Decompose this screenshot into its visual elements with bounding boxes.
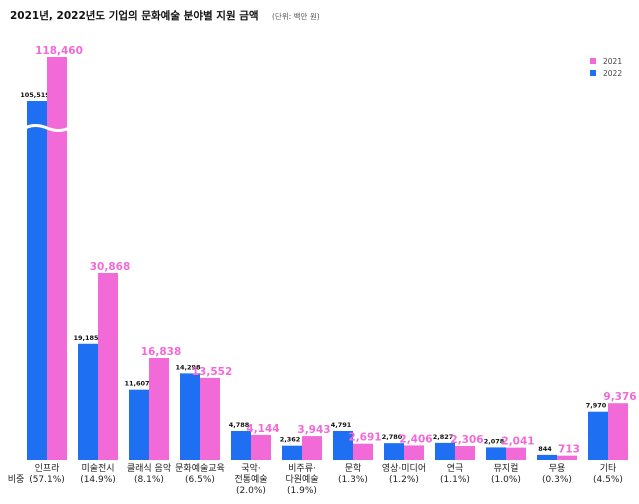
chart-title: 2021년, 2022년도 기업의 문화예술 분야별 지원 금액 <box>10 9 259 22</box>
x-tick-label: 인프라 <box>34 464 60 474</box>
share-label: (1.3%) <box>338 475 368 485</box>
bar <box>455 446 475 460</box>
x-tick-label: 영상·미디어 <box>381 464 427 474</box>
value-label: 2,691 <box>348 432 381 444</box>
share-label: (2.0%) <box>236 486 266 496</box>
value-label: 2,078 <box>484 437 505 445</box>
bar <box>282 445 302 460</box>
x-tick-label: 클래식 음악 <box>126 464 172 474</box>
value-label: 4,791 <box>331 421 352 429</box>
bar <box>353 443 373 460</box>
bar <box>302 436 322 460</box>
bar <box>98 273 118 460</box>
share-label: (4.5%) <box>593 475 623 485</box>
bar <box>435 442 455 460</box>
value-label: 844 <box>538 445 552 453</box>
value-label: 14,298 <box>175 363 201 371</box>
share-label: (8.1%) <box>134 475 164 485</box>
share-title: 비중 <box>7 475 25 485</box>
chart-subtitle: (단위: 백만 원) <box>272 11 320 21</box>
value-label: 118,460 <box>35 45 83 57</box>
share-label: (0.3%) <box>542 475 572 485</box>
bar <box>251 434 271 460</box>
axis-break <box>24 124 70 132</box>
bar <box>404 445 424 460</box>
share-label: (14.9%) <box>80 475 116 485</box>
value-label: 2,362 <box>280 436 301 444</box>
legend-swatch <box>590 58 596 64</box>
x-tick-label: 문화예술교육 <box>175 464 225 474</box>
share-label: (1.9%) <box>287 486 317 496</box>
x-tick-label: 무용 <box>548 464 566 474</box>
value-label: 2,306 <box>450 434 483 446</box>
x-tick-label: 기타 <box>599 464 617 474</box>
bar <box>333 430 353 460</box>
bar <box>78 343 98 460</box>
value-label: 2,406 <box>399 433 432 445</box>
value-label: 713 <box>558 444 580 456</box>
bar <box>608 403 628 460</box>
x-tick-label: 뮤지컬 <box>493 464 519 474</box>
share-label: (1.0%) <box>491 475 521 485</box>
share-label: (1.1%) <box>440 475 470 485</box>
bar <box>588 411 608 460</box>
value-label: 19,185 <box>73 334 99 342</box>
share-label: (6.5%) <box>185 475 215 485</box>
value-label: 11,607 <box>124 380 149 388</box>
value-label: 13,552 <box>192 366 233 378</box>
x-tick-label: 국악· 전통예술 <box>234 464 268 485</box>
value-label: 7,970 <box>586 402 607 410</box>
bar <box>27 101 47 461</box>
bar <box>486 447 506 460</box>
x-tick-label: 문학 <box>344 464 362 474</box>
value-label: 4,144 <box>246 423 279 435</box>
bar <box>506 447 526 460</box>
x-tick-label: 연극 <box>446 464 464 474</box>
value-label: 3,943 <box>297 424 330 436</box>
bar <box>47 57 67 460</box>
bar <box>557 455 577 460</box>
value-label: 16,838 <box>141 346 182 358</box>
value-label: 4,788 <box>229 421 250 429</box>
share-label: (1.2%) <box>389 475 419 485</box>
x-tick-label: 미술전시 <box>81 464 115 474</box>
bar <box>231 430 251 460</box>
bar <box>537 454 557 460</box>
value-label: 2,041 <box>501 436 534 448</box>
value-label: 30,868 <box>90 261 131 273</box>
bar <box>129 389 149 460</box>
bar <box>180 373 200 460</box>
bar <box>200 377 220 460</box>
bar <box>384 443 404 460</box>
value-label: 2,827 <box>433 433 454 441</box>
legend-label: 2021 <box>603 57 622 66</box>
share-label: (57.1%) <box>29 475 65 485</box>
value-label: 9,376 <box>603 391 636 403</box>
value-label: 105,519 <box>20 91 50 99</box>
legend-label: 2022 <box>603 69 622 78</box>
x-tick-label: 비주류· 다원예술 <box>285 464 319 485</box>
value-label: 2,780 <box>382 433 403 441</box>
legend-swatch <box>590 70 596 76</box>
bar <box>149 357 169 460</box>
